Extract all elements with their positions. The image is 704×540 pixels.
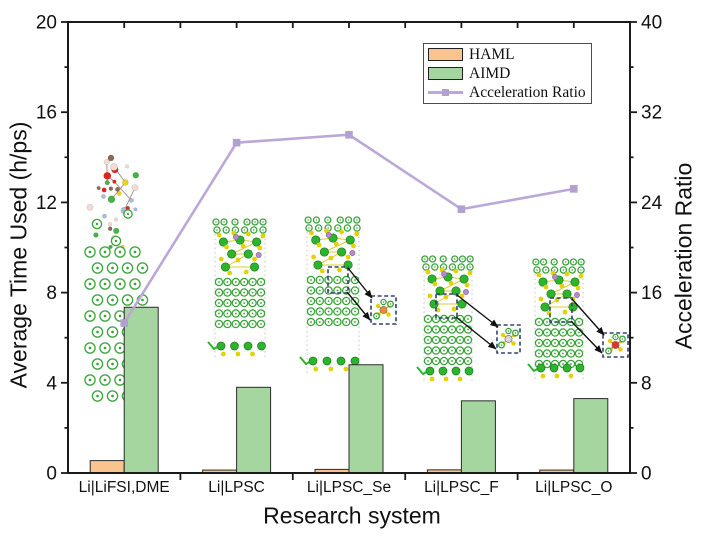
legend-item-acceleration-ratio: Acceleration Ratio bbox=[428, 84, 587, 102]
legend: HAML AIMD Acceleration Ratio bbox=[423, 43, 592, 104]
legend-item-aimd: AIMD bbox=[428, 65, 587, 83]
li-lpsc-interface-structure bbox=[207, 218, 267, 358]
right-tick-label: 8 bbox=[641, 373, 652, 394]
legend-swatch-aimd bbox=[428, 67, 463, 80]
acceleration-ratio-line bbox=[120, 130, 578, 327]
right-tick-label: 16 bbox=[641, 283, 662, 304]
molecule-illustrations bbox=[84, 154, 629, 402]
x-category-label: Li|LPSC_Se bbox=[307, 479, 391, 496]
right-tick-label: 32 bbox=[641, 103, 662, 124]
legend-label-haml: HAML bbox=[469, 45, 515, 63]
legend-label-aimd: AIMD bbox=[469, 64, 511, 82]
line-marker bbox=[570, 185, 578, 193]
left-tick-label: 8 bbox=[46, 283, 57, 304]
bar-aimd-1 bbox=[236, 386, 272, 474]
li-lpsc-f-interface-structure-with-zoom-callout bbox=[416, 255, 521, 383]
line-marker bbox=[345, 130, 353, 139]
x-category-label: Li|LPSC bbox=[208, 479, 265, 496]
right-tick-label: 0 bbox=[641, 464, 652, 485]
left-tick-label: 0 bbox=[46, 464, 57, 485]
tick-labels: 0 4 8 12 16 20 0 8 16 24 32 40 Li|LiFSI,DME Li|LPSC Li… bbox=[36, 13, 663, 497]
bar-aimd-0 bbox=[123, 306, 159, 474]
legend-line-swatch bbox=[428, 86, 463, 99]
legend-item-haml: HAML bbox=[428, 46, 587, 64]
bar-aimd-2 bbox=[348, 364, 384, 474]
x-category-label: Li|LiFSI,DME bbox=[79, 479, 170, 496]
x-category-label: Li|LPSC_O bbox=[535, 479, 612, 496]
left-tick-label: 16 bbox=[36, 103, 57, 124]
li-lpsc-o-interface-structure-with-zoom-callout bbox=[527, 258, 629, 380]
bar-aimd-4 bbox=[573, 398, 609, 474]
line-marker bbox=[457, 205, 466, 213]
legend-swatch-haml bbox=[428, 48, 463, 61]
x-category-label: Li|LPSC_F bbox=[424, 479, 499, 496]
bar-series bbox=[89, 306, 609, 474]
right-tick-label: 40 bbox=[641, 13, 662, 34]
line-marker bbox=[232, 138, 241, 147]
left-axis-title: Average Time Used (h/ps) bbox=[5, 121, 32, 389]
line-marker bbox=[120, 319, 128, 327]
bar-haml-0 bbox=[89, 460, 125, 474]
legend-label-acceleration-ratio: Acceleration Ratio bbox=[469, 83, 586, 101]
left-tick-label: 20 bbox=[36, 13, 57, 34]
li-lpsc-se-interface-structure-with-zoom-callout bbox=[299, 216, 397, 373]
left-tick-label: 12 bbox=[36, 193, 57, 214]
right-axis-title: Acceleration Ratio bbox=[670, 162, 697, 350]
li-lifsi-dme-interface-structure bbox=[84, 154, 149, 402]
x-axis-title: Research system bbox=[263, 502, 441, 529]
axes bbox=[61, 21, 637, 480]
bar-aimd-3 bbox=[460, 400, 496, 474]
left-tick-label: 4 bbox=[46, 373, 57, 394]
right-tick-label: 24 bbox=[641, 193, 663, 214]
